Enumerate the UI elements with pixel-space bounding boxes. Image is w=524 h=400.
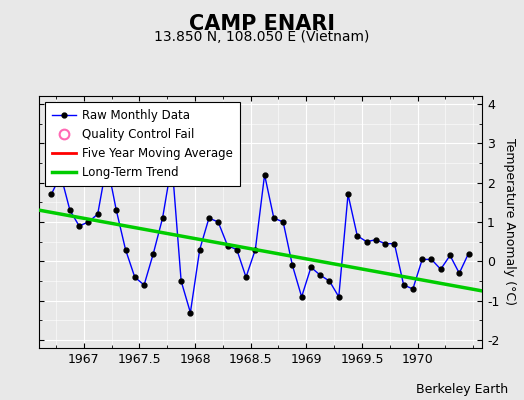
Text: 13.850 N, 108.050 E (Vietnam): 13.850 N, 108.050 E (Vietnam) <box>154 30 370 44</box>
Raw Monthly Data <box>132 275 138 280</box>
Raw Monthly Data <box>76 224 82 228</box>
Raw Monthly Data <box>123 247 129 252</box>
Y-axis label: Temperature Anomaly (°C): Temperature Anomaly (°C) <box>503 138 516 306</box>
Raw Monthly Data <box>169 160 175 165</box>
Raw Monthly Data <box>317 273 323 278</box>
Raw Monthly Data <box>159 216 166 220</box>
Raw Monthly Data <box>456 271 462 276</box>
Raw Monthly Data <box>400 282 407 287</box>
Raw Monthly Data <box>391 241 398 246</box>
Raw Monthly Data <box>428 257 434 262</box>
Legend: Raw Monthly Data, Quality Control Fail, Five Year Moving Average, Long-Term Tren: Raw Monthly Data, Quality Control Fail, … <box>45 102 240 186</box>
Raw Monthly Data <box>410 286 416 291</box>
Raw Monthly Data <box>354 233 361 238</box>
Line: Raw Monthly Data: Raw Monthly Data <box>49 160 471 315</box>
Raw Monthly Data <box>271 216 277 220</box>
Raw Monthly Data <box>215 220 221 224</box>
Raw Monthly Data <box>382 241 388 246</box>
Raw Monthly Data <box>104 160 110 165</box>
Raw Monthly Data <box>196 247 203 252</box>
Raw Monthly Data <box>243 275 249 280</box>
Raw Monthly Data <box>465 251 472 256</box>
Raw Monthly Data <box>308 265 314 270</box>
Raw Monthly Data <box>289 263 296 268</box>
Raw Monthly Data <box>299 294 305 299</box>
Raw Monthly Data <box>85 220 92 224</box>
Text: CAMP ENARI: CAMP ENARI <box>189 14 335 34</box>
Raw Monthly Data <box>336 294 342 299</box>
Raw Monthly Data <box>447 253 453 258</box>
Raw Monthly Data <box>48 192 54 197</box>
Raw Monthly Data <box>224 243 231 248</box>
Raw Monthly Data <box>94 212 101 216</box>
Raw Monthly Data <box>58 172 64 177</box>
Text: Berkeley Earth: Berkeley Earth <box>416 383 508 396</box>
Raw Monthly Data <box>364 239 370 244</box>
Raw Monthly Data <box>206 216 212 220</box>
Raw Monthly Data <box>252 247 258 252</box>
Raw Monthly Data <box>178 279 184 284</box>
Raw Monthly Data <box>150 251 157 256</box>
Raw Monthly Data <box>345 192 351 197</box>
Raw Monthly Data <box>280 220 286 224</box>
Raw Monthly Data <box>113 208 119 212</box>
Raw Monthly Data <box>187 310 193 315</box>
Raw Monthly Data <box>438 267 444 272</box>
Raw Monthly Data <box>67 208 73 212</box>
Raw Monthly Data <box>419 257 425 262</box>
Raw Monthly Data <box>326 279 333 284</box>
Raw Monthly Data <box>373 237 379 242</box>
Raw Monthly Data <box>141 282 147 287</box>
Raw Monthly Data <box>261 172 268 177</box>
Raw Monthly Data <box>234 247 240 252</box>
